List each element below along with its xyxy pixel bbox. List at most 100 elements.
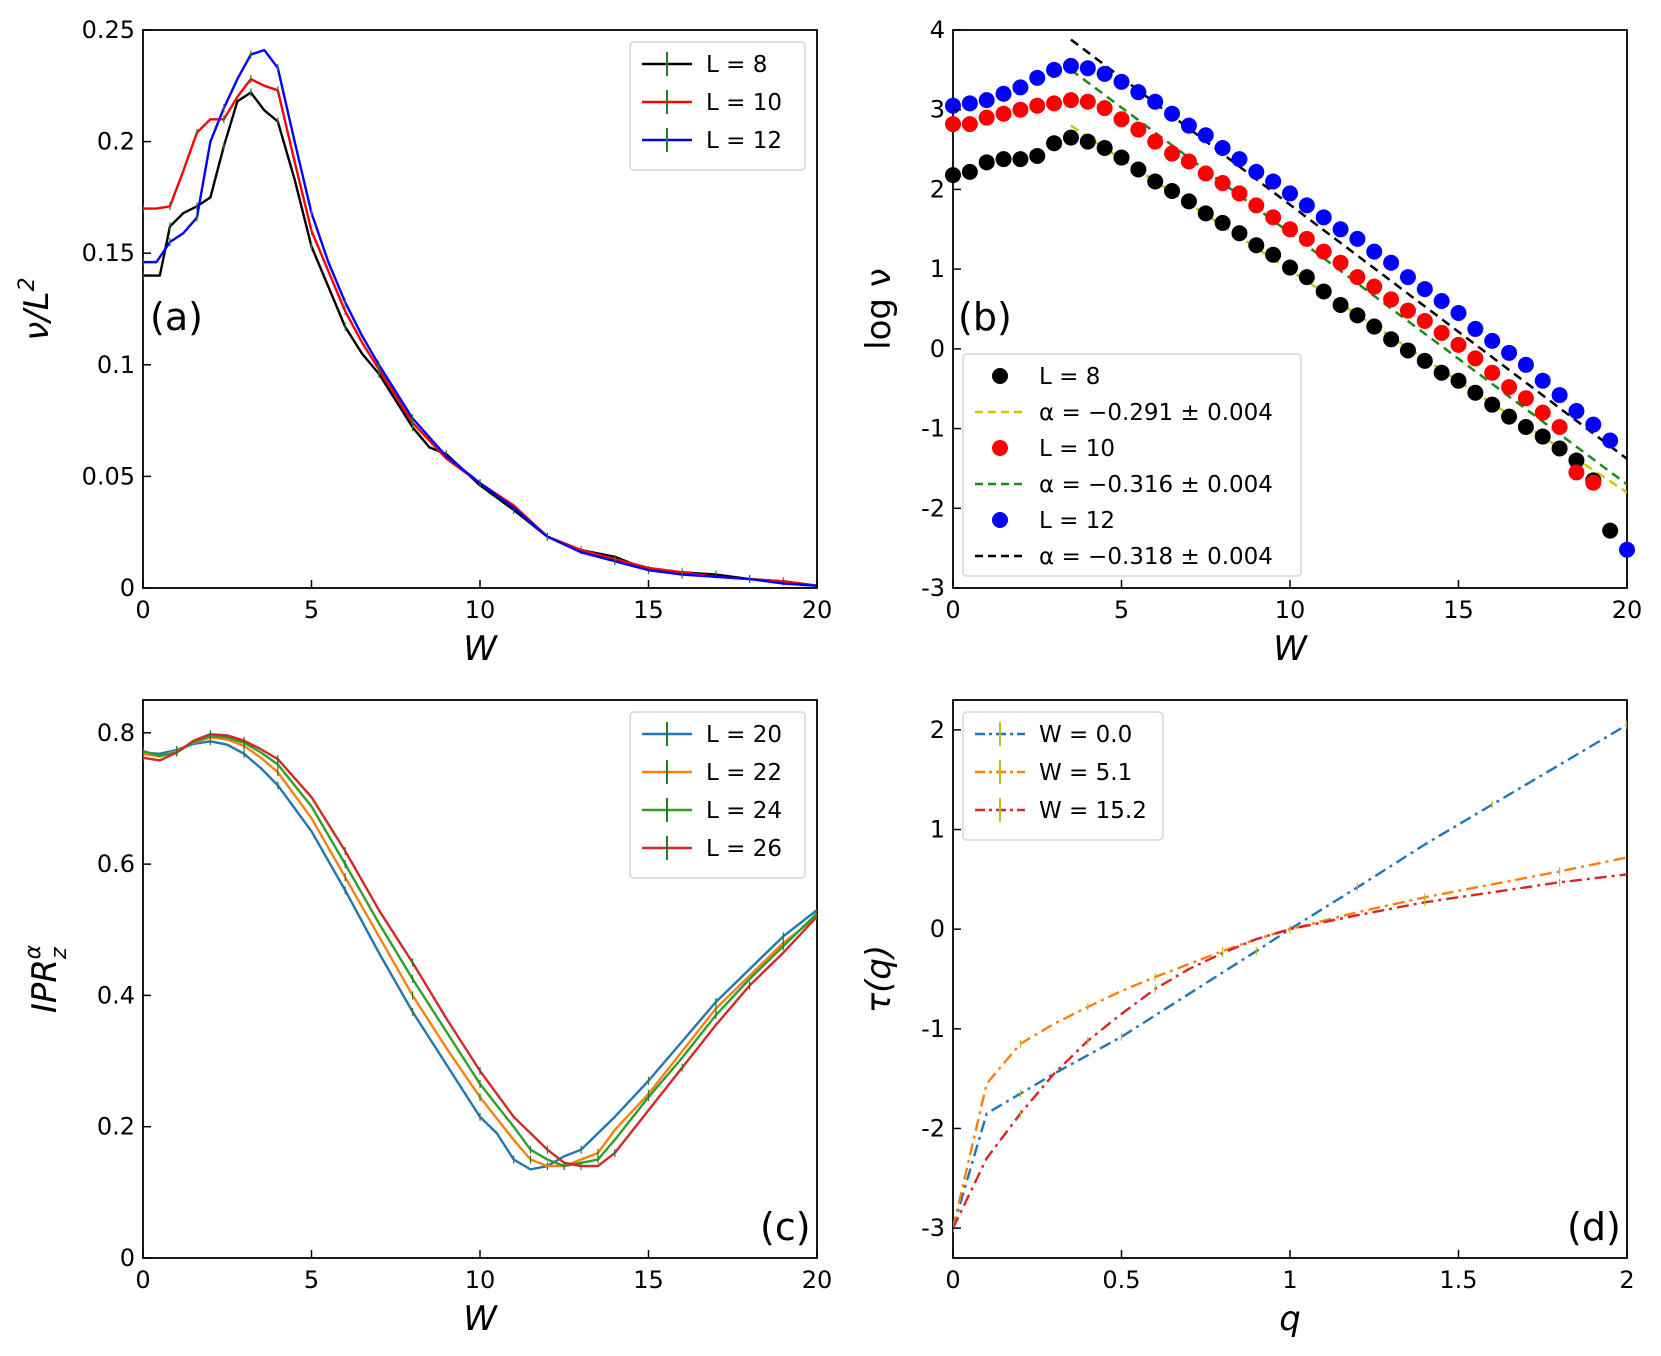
y-tick-label: 2 xyxy=(930,175,945,203)
data-point xyxy=(1282,221,1298,238)
data-point xyxy=(1585,416,1602,433)
legend xyxy=(962,353,1302,577)
legend-marker xyxy=(992,368,1008,384)
data-point xyxy=(1147,93,1164,110)
data-point xyxy=(1416,312,1433,329)
data-point xyxy=(1416,352,1433,369)
fit-line xyxy=(1070,68,1627,486)
data-point xyxy=(1501,344,1518,361)
data-point xyxy=(1450,336,1467,353)
series-line xyxy=(143,734,817,1168)
x-tick-label: 15 xyxy=(1443,596,1474,624)
legend xyxy=(629,41,806,171)
data-point xyxy=(1012,151,1029,168)
data-point xyxy=(1113,111,1130,128)
legend-label: L = 12 xyxy=(1039,508,1115,534)
y-tick-label: 0 xyxy=(120,574,135,602)
data-point xyxy=(1433,364,1450,381)
data-point xyxy=(1096,100,1113,117)
panel-tag: (d) xyxy=(1567,1205,1621,1249)
data-point xyxy=(1484,332,1501,349)
data-point xyxy=(1568,464,1585,481)
data-point xyxy=(1450,304,1467,321)
data-point xyxy=(1046,135,1063,152)
data-point xyxy=(1079,60,1096,77)
data-point xyxy=(978,92,995,109)
panel-b: 0 5 10 15 20 -3 -2 -1 0 1 2 3 4 (b) W log ν L = 8 α =… xyxy=(859,16,1642,669)
legend-label: L = 12 xyxy=(706,128,782,154)
data-point xyxy=(1416,281,1433,298)
data-point xyxy=(1012,101,1029,118)
data-point xyxy=(1450,372,1467,389)
data-point xyxy=(1282,259,1298,276)
legend-label: W = 0.0 xyxy=(1039,722,1132,748)
x-axis-label: W xyxy=(463,629,498,669)
x-tick-label: 10 xyxy=(465,596,496,624)
y-tick-label: 4 xyxy=(930,16,945,44)
data-point xyxy=(1147,133,1164,150)
data-point xyxy=(945,116,961,133)
data-point xyxy=(1012,79,1029,96)
data-point xyxy=(1383,254,1400,271)
data-point xyxy=(978,109,995,126)
data-point xyxy=(1551,387,1568,404)
data-point xyxy=(1130,84,1147,101)
data-point xyxy=(961,116,978,133)
legend-label: L = 8 xyxy=(706,52,767,78)
fit-line xyxy=(1070,124,1627,494)
legend-marker xyxy=(992,512,1008,528)
data-point xyxy=(1568,403,1585,420)
data-point xyxy=(995,105,1012,122)
data-point xyxy=(1180,193,1197,210)
x-tick-label: 0 xyxy=(135,596,150,624)
x-tick-label: 5 xyxy=(304,1266,319,1294)
data-point xyxy=(1399,269,1416,286)
legend-label: L = 10 xyxy=(1039,436,1115,462)
legend-label: L = 8 xyxy=(1039,364,1100,390)
data-point xyxy=(1248,197,1265,214)
y-tick-label: 0.25 xyxy=(82,16,135,44)
y-tick-label: 2 xyxy=(930,716,945,744)
data-point xyxy=(1501,408,1518,425)
series-line xyxy=(143,77,817,587)
x-tick-label: 10 xyxy=(1275,596,1306,624)
data-point xyxy=(1517,418,1534,435)
series-line xyxy=(143,736,817,1168)
data-point xyxy=(1147,173,1164,190)
data-point xyxy=(1349,307,1366,324)
data-point xyxy=(1130,161,1147,178)
series-line xyxy=(143,740,817,1171)
data-point xyxy=(1197,127,1214,144)
legend-label: W = 5.1 xyxy=(1039,760,1132,786)
fit-line xyxy=(1070,38,1627,460)
data-point xyxy=(1383,331,1400,348)
legend xyxy=(629,711,806,879)
legend-label: L = 20 xyxy=(706,722,782,748)
panel-tag: (b) xyxy=(958,295,1012,339)
data-point xyxy=(1433,324,1450,341)
data-point xyxy=(1568,452,1585,469)
data-point xyxy=(945,97,961,114)
data-point xyxy=(1029,147,1046,164)
data-point xyxy=(1113,73,1130,90)
data-point xyxy=(1164,183,1181,200)
y-tick-label: 0.15 xyxy=(82,239,135,267)
data-point xyxy=(1164,145,1181,162)
x-tick-label: 1.5 xyxy=(1439,1266,1477,1294)
y-tick-label: 3 xyxy=(930,96,945,124)
legend-label: L = 10 xyxy=(706,90,782,116)
x-axis-label: W xyxy=(1273,629,1308,669)
data-point xyxy=(1298,230,1315,247)
y-tick-label: 0.1 xyxy=(97,351,135,379)
data-point xyxy=(1180,117,1197,134)
y-tick-label: -2 xyxy=(921,1114,945,1142)
data-point xyxy=(1366,278,1383,295)
y-tick-label: 0.2 xyxy=(97,128,135,156)
legend-label: L = 26 xyxy=(706,836,782,862)
series-line xyxy=(143,48,817,587)
x-tick-label: 15 xyxy=(633,596,664,624)
series-line xyxy=(143,732,817,1168)
y-tick-label: 0 xyxy=(120,1244,135,1272)
data-point xyxy=(1079,133,1096,150)
